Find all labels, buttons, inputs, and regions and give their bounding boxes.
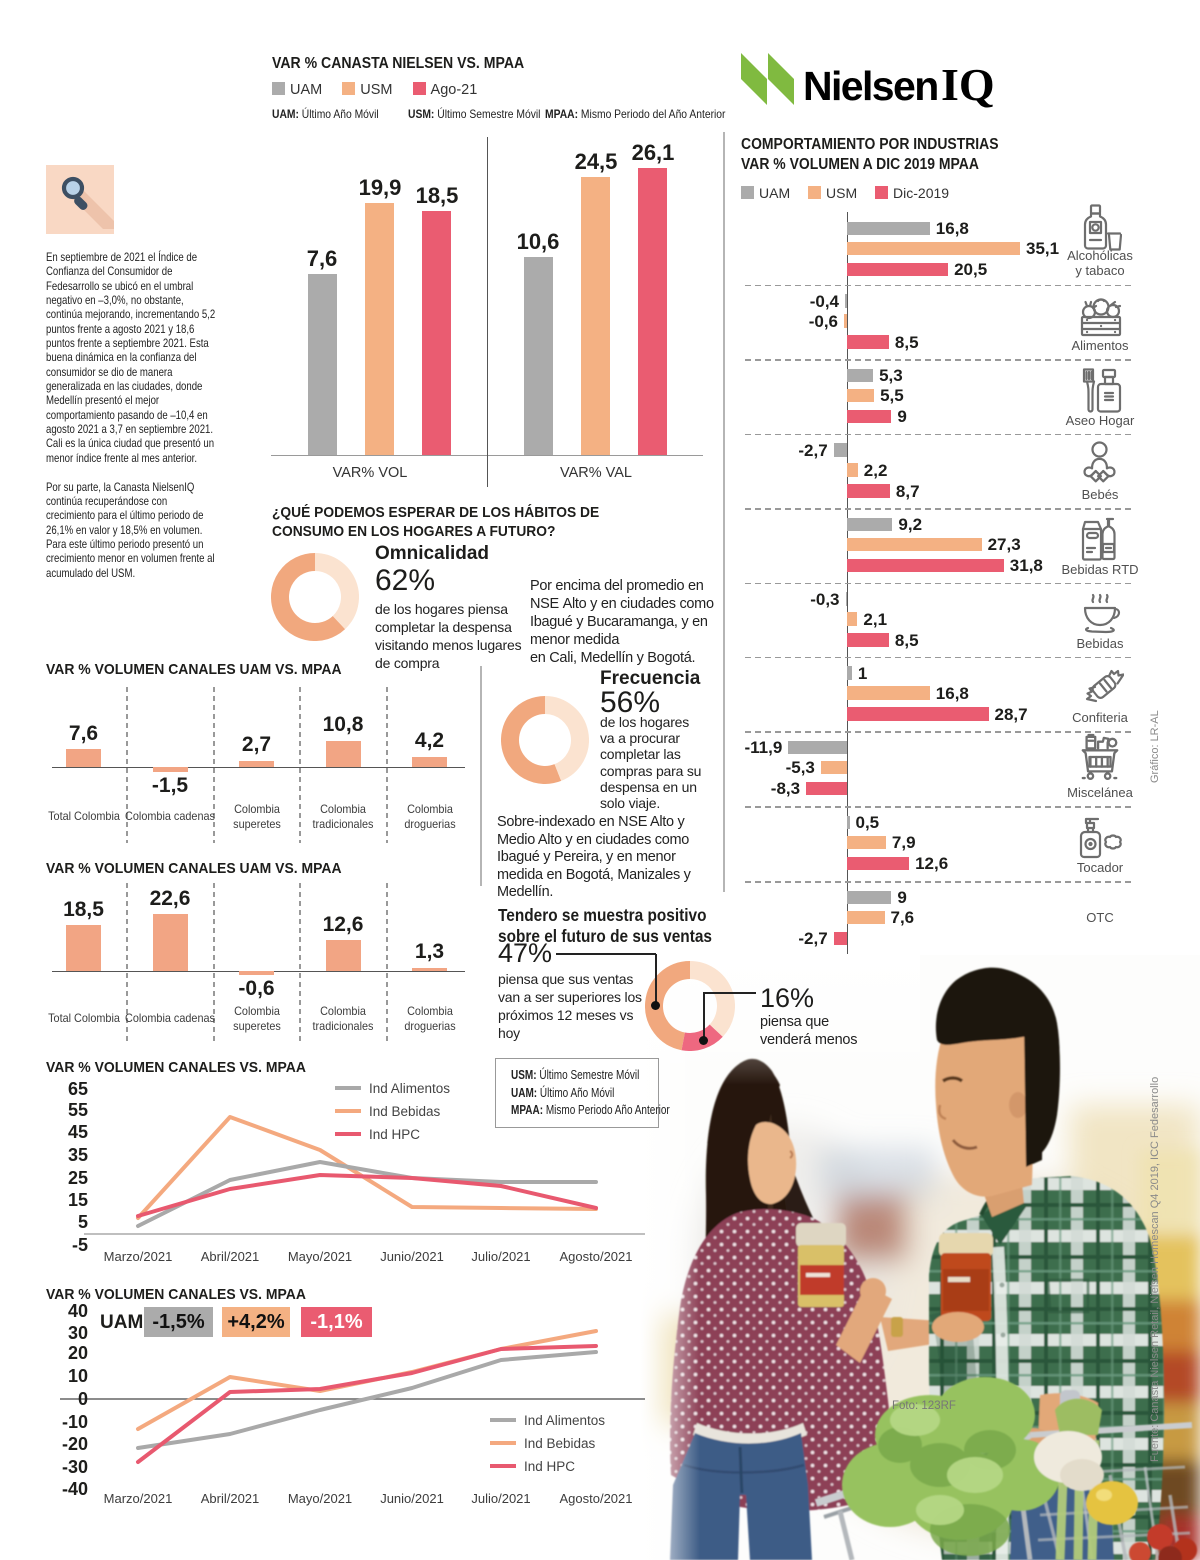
- svg-text:Ind Bebidas: Ind Bebidas: [524, 1436, 596, 1451]
- svg-text:25: 25: [68, 1168, 88, 1188]
- svg-text:55: 55: [68, 1100, 88, 1120]
- svg-text:35: 35: [68, 1145, 88, 1165]
- svg-text:-5: -5: [72, 1235, 88, 1255]
- svg-text:-10: -10: [62, 1412, 88, 1432]
- svg-text:IQ: IQ: [941, 59, 995, 110]
- svg-text:10: 10: [68, 1366, 88, 1386]
- svg-text:Mayo/2021: Mayo/2021: [288, 1249, 352, 1264]
- svg-text:Abril/2021: Abril/2021: [201, 1249, 260, 1264]
- svg-text:-30: -30: [62, 1457, 88, 1477]
- svg-text:Junio/2021: Junio/2021: [380, 1249, 444, 1264]
- svg-text:Ind Alimentos: Ind Alimentos: [524, 1413, 605, 1428]
- svg-text:30: 30: [68, 1323, 88, 1343]
- svg-text:5: 5: [78, 1212, 88, 1232]
- svg-text:Ind HPC: Ind HPC: [369, 1127, 420, 1142]
- svg-text:15: 15: [68, 1190, 88, 1210]
- svg-text:Marzo/2021: Marzo/2021: [104, 1249, 173, 1264]
- svg-text:Julio/2021: Julio/2021: [471, 1249, 530, 1264]
- svg-text:65: 65: [68, 1079, 88, 1099]
- svg-text:Agosto/2021: Agosto/2021: [559, 1491, 632, 1506]
- svg-text:Julio/2021: Julio/2021: [471, 1491, 530, 1506]
- svg-text:0: 0: [78, 1389, 88, 1409]
- svg-text:Ind HPC: Ind HPC: [524, 1459, 575, 1474]
- svg-text:20: 20: [68, 1343, 88, 1363]
- svg-text:Marzo/2021: Marzo/2021: [104, 1491, 173, 1506]
- svg-text:Nielsen: Nielsen: [803, 63, 938, 109]
- svg-text:40: 40: [68, 1301, 88, 1321]
- svg-text:Ind Alimentos: Ind Alimentos: [369, 1081, 450, 1096]
- svg-text:-20: -20: [62, 1434, 88, 1454]
- svg-text:Mayo/2021: Mayo/2021: [288, 1491, 352, 1506]
- svg-text:Agosto/2021: Agosto/2021: [559, 1249, 632, 1264]
- svg-text:Abril/2021: Abril/2021: [201, 1491, 260, 1506]
- svg-text:45: 45: [68, 1122, 88, 1142]
- svg-text:Junio/2021: Junio/2021: [380, 1491, 444, 1506]
- svg-text:Ind Bebidas: Ind Bebidas: [369, 1104, 441, 1119]
- svg-text:-40: -40: [62, 1479, 88, 1499]
